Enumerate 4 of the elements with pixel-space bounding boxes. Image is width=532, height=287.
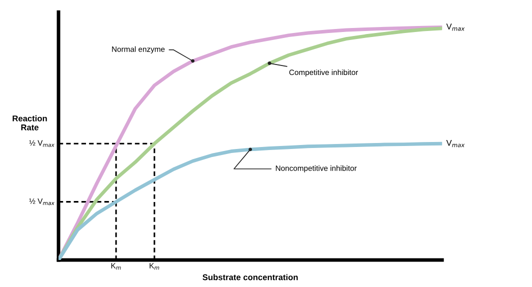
x-axis-title: Substrate concentration <box>202 274 298 280</box>
text: V$_{max}$ <box>446 24 465 31</box>
text: V$_{max}$ <box>446 140 465 148</box>
y-axis-title: Reaction Rate <box>12 115 47 130</box>
